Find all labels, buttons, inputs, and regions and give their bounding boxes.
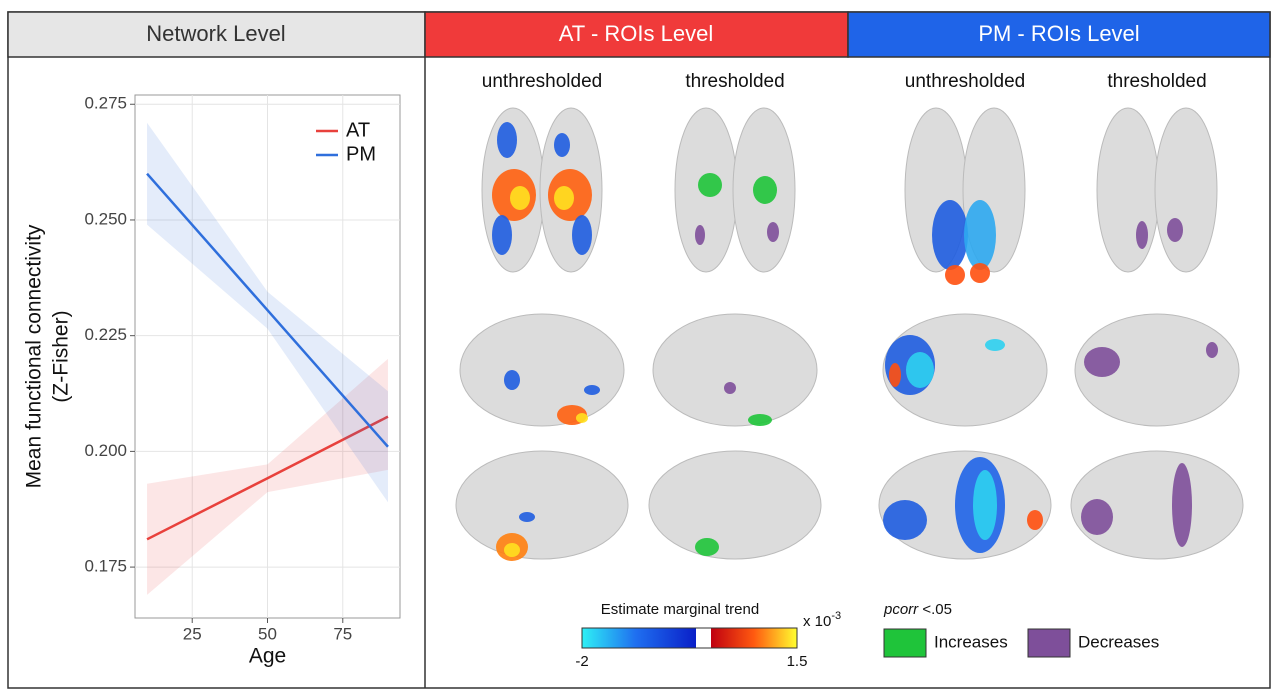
increase-swatch	[883, 628, 927, 658]
activation	[504, 543, 520, 557]
colorbar-min: -2	[575, 653, 588, 670]
header-title: PM - ROIs Level	[978, 21, 1139, 46]
legend-label: AT	[346, 119, 370, 141]
hemisphere	[1154, 107, 1218, 273]
threshold: <.05	[918, 601, 952, 618]
activation	[1081, 499, 1113, 535]
brain	[674, 107, 796, 273]
hemisphere	[652, 313, 818, 427]
activation	[695, 225, 705, 245]
activation	[748, 414, 772, 426]
column-label: thresholded	[685, 71, 784, 92]
y-tick-label: 0.225	[84, 325, 127, 344]
brain	[882, 313, 1048, 427]
confidence-band	[147, 122, 388, 503]
activation	[1172, 463, 1192, 547]
legend-label: PM	[346, 143, 376, 165]
brain	[1070, 450, 1244, 560]
x-tick-label: 25	[183, 624, 202, 643]
hemisphere	[648, 450, 822, 560]
activation	[945, 265, 965, 285]
activation	[970, 263, 990, 283]
y-tick-label: 0.275	[84, 94, 127, 113]
decrease-swatch	[1027, 628, 1071, 658]
header-title: Network Level	[146, 21, 285, 46]
activation	[1167, 218, 1183, 242]
activation	[554, 186, 574, 210]
brain	[455, 450, 629, 561]
activation	[1027, 510, 1043, 530]
activation	[932, 200, 968, 270]
activation	[889, 363, 901, 387]
activation	[906, 352, 934, 388]
pcorr: pcorr	[883, 601, 919, 618]
decrease-label: Decreases	[1078, 632, 1159, 651]
brain	[648, 450, 822, 560]
x-axis-label: Age	[249, 645, 286, 668]
activation	[572, 215, 592, 255]
column-label: unthresholded	[482, 71, 602, 92]
brain	[1096, 107, 1218, 273]
activation	[985, 339, 1005, 351]
header-network	[7, 11, 426, 58]
unit: x 10	[803, 613, 831, 630]
activation	[492, 215, 512, 255]
y-axis-label: Mean functional connectivity	[23, 224, 46, 488]
brain	[481, 107, 603, 273]
activation	[695, 538, 719, 556]
activation	[497, 122, 517, 158]
y-tick-label: 0.250	[84, 209, 127, 228]
significance-label: pcorr <.05	[883, 601, 952, 618]
hemisphere	[1096, 107, 1160, 273]
activation	[504, 370, 520, 390]
activation	[964, 200, 996, 270]
activation	[883, 500, 927, 540]
column-label: unthresholded	[905, 71, 1025, 92]
activation	[576, 413, 588, 423]
line	[146, 172, 389, 448]
activation	[1206, 342, 1218, 358]
activation	[698, 173, 722, 197]
brain	[652, 313, 818, 427]
activation	[554, 133, 570, 157]
x-tick-label: 75	[333, 624, 352, 643]
activation	[510, 186, 530, 210]
exponent: -3	[831, 610, 841, 622]
colorbar-max: 1.5	[787, 653, 808, 670]
x-tick-label: 50	[258, 624, 277, 643]
brain	[878, 450, 1052, 560]
activation	[519, 512, 535, 522]
activation	[1084, 347, 1120, 377]
header-at	[424, 11, 849, 58]
column-label: thresholded	[1107, 71, 1206, 92]
colorbar	[581, 627, 798, 649]
hemisphere	[1070, 450, 1244, 560]
brain	[904, 107, 1026, 285]
brain	[1074, 313, 1240, 427]
hemisphere	[459, 313, 625, 427]
colorbar-title: Estimate marginal trend	[601, 601, 759, 618]
hemisphere	[455, 450, 629, 560]
activation	[1136, 221, 1148, 249]
colorbar-unit: x 10-3	[803, 610, 841, 630]
header-pm	[847, 11, 1271, 58]
hemisphere	[1074, 313, 1240, 427]
header-title: AT - ROIs Level	[559, 21, 713, 46]
activation	[584, 385, 600, 395]
activation	[753, 176, 777, 204]
activation	[973, 470, 997, 540]
activation	[767, 222, 779, 242]
y-axis-label: (Z-Fisher)	[50, 310, 73, 402]
y-tick-label: 0.200	[84, 441, 127, 460]
activation	[724, 382, 736, 394]
line	[146, 415, 389, 541]
increase-label: Increases	[934, 632, 1008, 651]
brain	[459, 313, 625, 427]
y-tick-label: 0.175	[84, 557, 127, 576]
